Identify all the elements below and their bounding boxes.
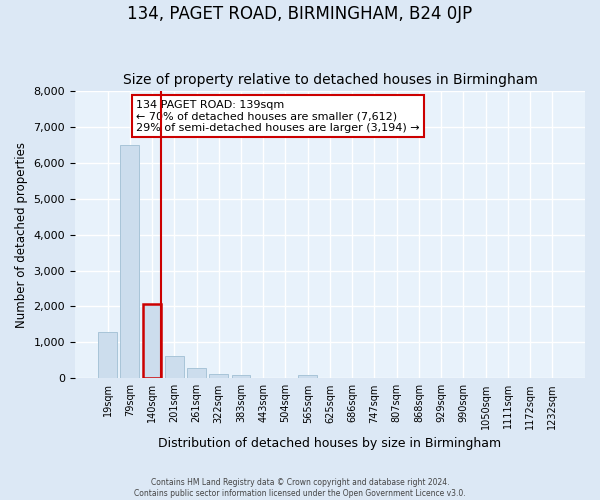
X-axis label: Distribution of detached houses by size in Birmingham: Distribution of detached houses by size … xyxy=(158,437,502,450)
Bar xyxy=(209,374,228,378)
Text: 134 PAGET ROAD: 139sqm
← 70% of detached houses are smaller (7,612)
29% of semi-: 134 PAGET ROAD: 139sqm ← 70% of detached… xyxy=(136,100,420,133)
Bar xyxy=(232,376,250,378)
Y-axis label: Number of detached properties: Number of detached properties xyxy=(15,142,28,328)
Text: 134, PAGET ROAD, BIRMINGHAM, B24 0JP: 134, PAGET ROAD, BIRMINGHAM, B24 0JP xyxy=(127,5,473,23)
Title: Size of property relative to detached houses in Birmingham: Size of property relative to detached ho… xyxy=(122,73,538,87)
Bar xyxy=(187,368,206,378)
Text: Contains HM Land Registry data © Crown copyright and database right 2024.
Contai: Contains HM Land Registry data © Crown c… xyxy=(134,478,466,498)
Bar xyxy=(298,374,317,378)
Bar xyxy=(98,332,117,378)
Bar xyxy=(143,304,161,378)
Bar xyxy=(121,145,139,378)
Bar xyxy=(165,356,184,378)
